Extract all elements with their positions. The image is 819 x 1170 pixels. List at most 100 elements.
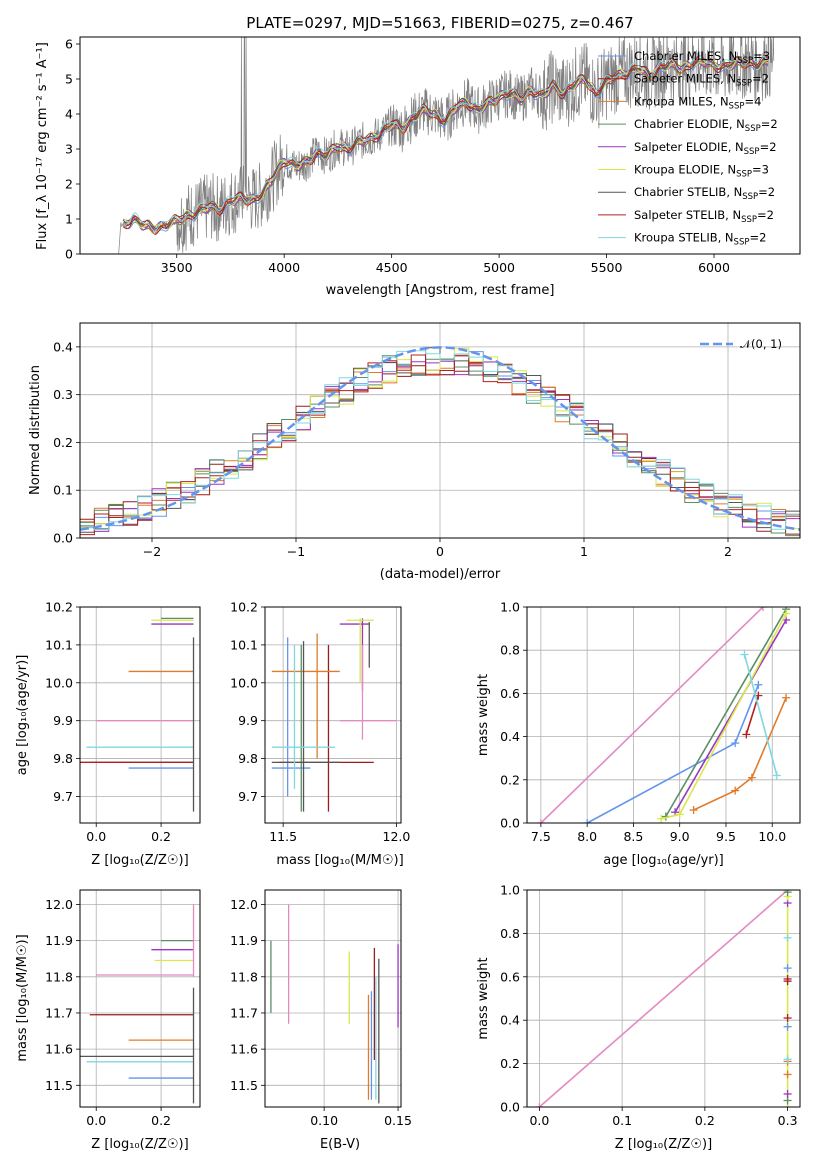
- x-tick-label: 8.0: [577, 829, 597, 844]
- y-axis-label: mass weight: [476, 957, 491, 1039]
- y-tick-label: 10.2: [230, 600, 258, 615]
- plot-area: [535, 890, 792, 1107]
- x-tick-label: 8.5: [623, 829, 643, 844]
- y-tick-label: 10.2: [45, 600, 73, 615]
- y-tick-label: 11.6: [230, 1042, 258, 1057]
- plot-area: [270, 904, 399, 1104]
- plot-area: [80, 346, 800, 537]
- x-axis-label: (data-model)/error: [380, 567, 501, 582]
- y-axis-label: Flux [f_λ 10⁻¹⁷ erg cm⁻² s⁻¹ A⁻¹]: [35, 42, 50, 250]
- grid: [265, 606, 401, 823]
- y-tick-label: 11.5: [45, 1078, 73, 1093]
- legend-count: =2: [760, 140, 777, 154]
- x-axis-label: Z [log₁₀(Z/Z☉)]: [615, 1137, 712, 1152]
- plot-area: [80, 617, 195, 812]
- spectrum-panel: 3500 4000 4500 5000 5500 6000 0 1 2 3 4 5 6 wavelengt…: [35, 36, 801, 298]
- y-tick-label: 0.2: [53, 435, 73, 450]
- residual-histogram-panel: −2 −1 0 1 2 0.0 0.1 0.2 0.3 0.4 𝒩(0, 1) (data-model…: [28, 322, 801, 582]
- y-tick-label: 9.8: [53, 751, 73, 766]
- x-tick-label: 6000: [698, 260, 730, 275]
- cumulative-line: [745, 695, 760, 735]
- grid: [265, 890, 401, 1107]
- legend-subscript: SSP: [737, 56, 753, 66]
- x-tick-label: −2: [143, 544, 161, 559]
- age-vs-metallicity-panel: 0.0 0.2 9.7 9.8 9.9 10.0 10.1 10.2 Z [log₁₀(Z/Z☉…: [15, 600, 201, 868]
- y-tick-label: 12.0: [45, 897, 73, 912]
- y-tick-label: 11.8: [230, 969, 258, 984]
- legend-count: =2: [757, 208, 774, 222]
- y-tick-label: 0.8: [500, 643, 520, 658]
- x-tick-label: 4000: [268, 260, 300, 275]
- y-axis-label: Normed distribution: [28, 365, 43, 495]
- axes-frame: [79, 889, 201, 1108]
- grid: [527, 606, 800, 824]
- model-kroupa-stelib: [122, 54, 769, 232]
- figure-title: PLATE=0297, MJD=51663, FIBERID=0275, z=0…: [246, 14, 633, 32]
- legend-label: Salpeter ELODIE, NSSP=2: [634, 140, 777, 157]
- x-tick-label: 0.15: [384, 1113, 412, 1128]
- x-tick-label: 0.0: [86, 1113, 106, 1128]
- y-tick-label: 1: [65, 212, 73, 227]
- histogram-kroupa-elodie: [80, 347, 800, 529]
- plot-area: [271, 618, 397, 812]
- x-axis-label: age [log₁₀(age/yr)]: [603, 853, 724, 868]
- model-chabrier-stelib: [122, 55, 768, 230]
- x-tick-label: 3500: [161, 260, 193, 275]
- x-tick-label: 11.5: [269, 829, 297, 844]
- plot-area: [536, 607, 791, 823]
- legend-label: Salpeter STELIB, NSSP=2: [634, 208, 774, 225]
- legend-subscript: SSP: [745, 124, 761, 134]
- x-tick-label: 0: [436, 544, 444, 559]
- legend-label: Kroupa ELODIE, NSSP=3: [634, 163, 769, 180]
- legend-subscript: SSP: [744, 147, 760, 157]
- x-axis-label: Z [log₁₀(Z/Z☉)]: [91, 853, 188, 868]
- legend-count: =2: [761, 117, 778, 131]
- y-tick-label: 10.0: [230, 675, 258, 690]
- y-tick-label: 11.5: [230, 1078, 258, 1093]
- axes-frame: [79, 606, 201, 824]
- legend-subscript: SSP: [729, 101, 745, 111]
- x-tick-label: 12.0: [383, 829, 411, 844]
- axes-frame: [264, 889, 402, 1108]
- y-axis-label: mass [log₁₀(M/M☉)]: [15, 934, 30, 1061]
- y-tick-label: 4: [65, 107, 73, 122]
- axes-frame: [264, 606, 402, 824]
- y-tick-label: 0.4: [500, 1013, 520, 1028]
- x-tick-label: 0.2: [151, 829, 171, 844]
- legend-count: =3: [752, 163, 769, 177]
- y-tick-label: 10.0: [45, 675, 73, 690]
- plot-area: [80, 904, 195, 1104]
- y-tick-label: 0.3: [53, 387, 73, 402]
- x-tick-label: 0.2: [151, 1113, 171, 1128]
- legend-label: Kroupa STELIB, NSSP=2: [634, 231, 766, 248]
- histogram-kroupa-stelib: [80, 350, 800, 531]
- y-tick-label: 0.0: [500, 816, 520, 831]
- plot-area: [101, 37, 775, 254]
- x-tick-label: 9.0: [670, 829, 690, 844]
- y-tick-label: 11.7: [45, 1005, 73, 1020]
- y-tick-label: 0.0: [500, 1100, 520, 1115]
- legend-count: =2: [758, 185, 775, 199]
- axes-frame: [79, 36, 801, 255]
- y-tick-label: 0.4: [53, 339, 73, 354]
- legend-label: Chabrier MILES, NSSP=3: [634, 49, 770, 66]
- legend-subscript: SSP: [741, 215, 757, 225]
- cumulative-line: [538, 890, 789, 1107]
- legend-label: Chabrier STELIB, NSSP=2: [634, 185, 775, 202]
- y-tick-label: 0: [65, 247, 73, 262]
- y-tick-label: 1.0: [500, 600, 520, 615]
- x-tick-label: 5000: [483, 260, 515, 275]
- y-tick-label: 9.7: [238, 789, 258, 804]
- cumulative-line: [693, 697, 787, 811]
- y-tick-label: 5: [65, 72, 73, 87]
- x-tick-label: 9.5: [716, 829, 736, 844]
- legend-count: =4: [744, 94, 761, 108]
- legend-count: =2: [752, 72, 769, 86]
- x-tick-label: 0.2: [695, 1113, 715, 1128]
- y-tick-label: 9.8: [238, 751, 258, 766]
- cumulative-line: [674, 619, 787, 813]
- y-tick-label: 0.6: [500, 969, 520, 984]
- normal-distribution-curve: [80, 346, 800, 531]
- cumulative-line: [540, 607, 764, 823]
- legend-subscript: SSP: [736, 79, 752, 89]
